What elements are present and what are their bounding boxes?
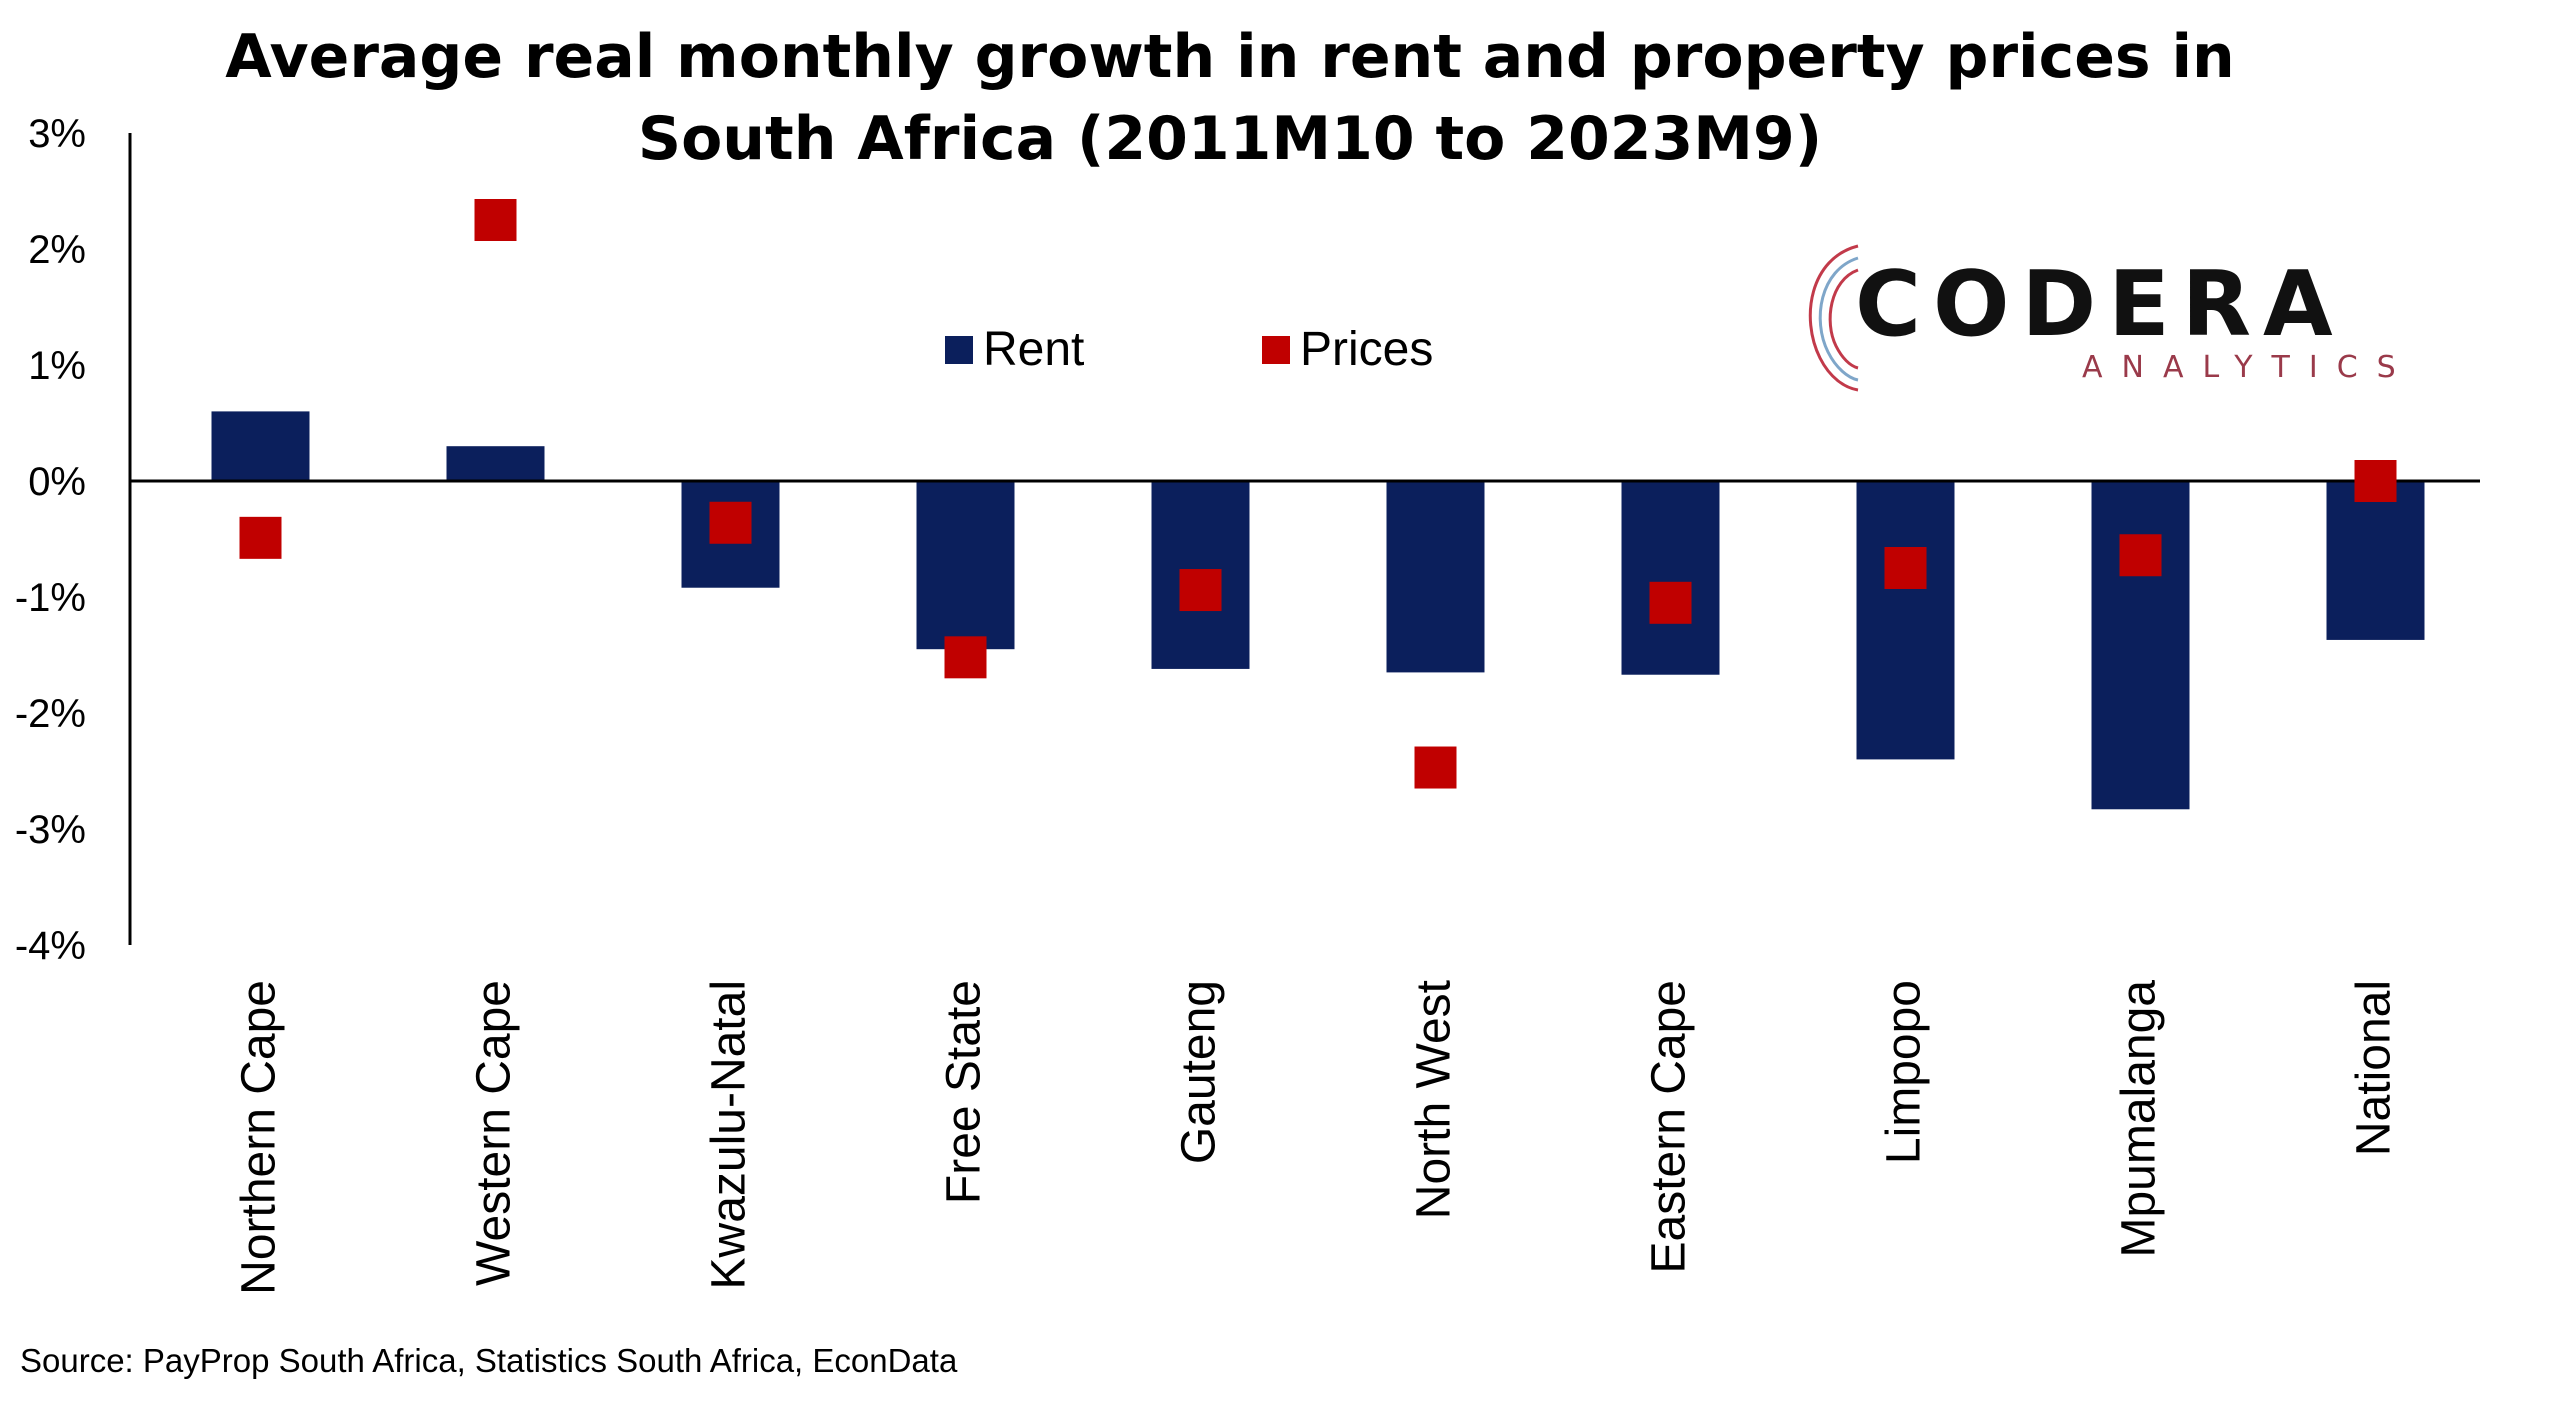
legend-item-rent: Rent <box>945 322 1084 377</box>
x-category-label: Mpumalanga <box>2113 980 2166 1258</box>
prices-marker <box>239 516 282 559</box>
rent-bar <box>2326 481 2425 640</box>
prices-marker <box>709 501 752 544</box>
legend-swatch-prices <box>1262 335 1290 364</box>
prices-marker <box>474 199 517 241</box>
codera-logo: CODERA ANALYTICS <box>1800 238 2410 398</box>
legend-item-prices: Prices <box>1262 322 1433 377</box>
logo-subtitle: ANALYTICS <box>2082 350 2415 385</box>
rent-bar <box>916 481 1015 650</box>
y-tick-label: 0% <box>28 460 86 504</box>
x-category-label: North West <box>1408 980 1461 1219</box>
prices-marker <box>1179 569 1222 612</box>
prices-marker <box>1649 581 1692 624</box>
chart-title-line-2: South Africa (2011M10 to 2023M9) <box>637 104 1823 174</box>
x-category-label: Limpopo <box>1878 980 1931 1164</box>
y-tick-label: -2% <box>15 692 86 736</box>
y-tick-label: -1% <box>15 576 86 620</box>
legend-swatch-rent <box>945 335 973 364</box>
x-category-label: Eastern Cape <box>1643 980 1696 1274</box>
rent-bar <box>1621 481 1720 675</box>
prices-marker <box>2119 534 2162 577</box>
x-category-label: Free State <box>938 980 991 1204</box>
y-tick-label: 3% <box>28 112 86 156</box>
x-category-label: Gauteng <box>1173 980 1226 1164</box>
logo-name: CODERA <box>1855 252 2345 357</box>
prices-marker <box>2354 460 2397 502</box>
y-tick-label: 1% <box>28 344 86 388</box>
legend-label-rent: Rent <box>983 323 1085 376</box>
prices-marker <box>1884 547 1927 589</box>
y-tick-label: -4% <box>15 924 86 968</box>
rent-bar <box>1386 481 1485 673</box>
x-category-label: Kwazulu-Natal <box>703 980 756 1289</box>
x-category-label: National <box>2348 980 2401 1156</box>
rent-bar <box>446 446 545 481</box>
rent-bar <box>2091 481 2190 810</box>
rent-bar <box>1856 481 1955 760</box>
logo-swirl-icon <box>1808 244 1859 392</box>
x-category-label: Northern Cape <box>233 980 286 1295</box>
chart-title-line-1: Average real monthly growth in rent and … <box>225 22 2235 92</box>
source-note: Source: PayProp South Africa, Statistics… <box>20 1342 958 1379</box>
prices-marker <box>1414 746 1457 789</box>
y-tick-label: -3% <box>15 808 86 852</box>
y-tick-label: 2% <box>28 228 86 272</box>
rent-bar <box>211 411 310 481</box>
legend-label-prices: Prices <box>1300 323 1434 376</box>
x-category-label: Western Cape <box>468 980 521 1286</box>
prices-marker <box>944 636 987 679</box>
